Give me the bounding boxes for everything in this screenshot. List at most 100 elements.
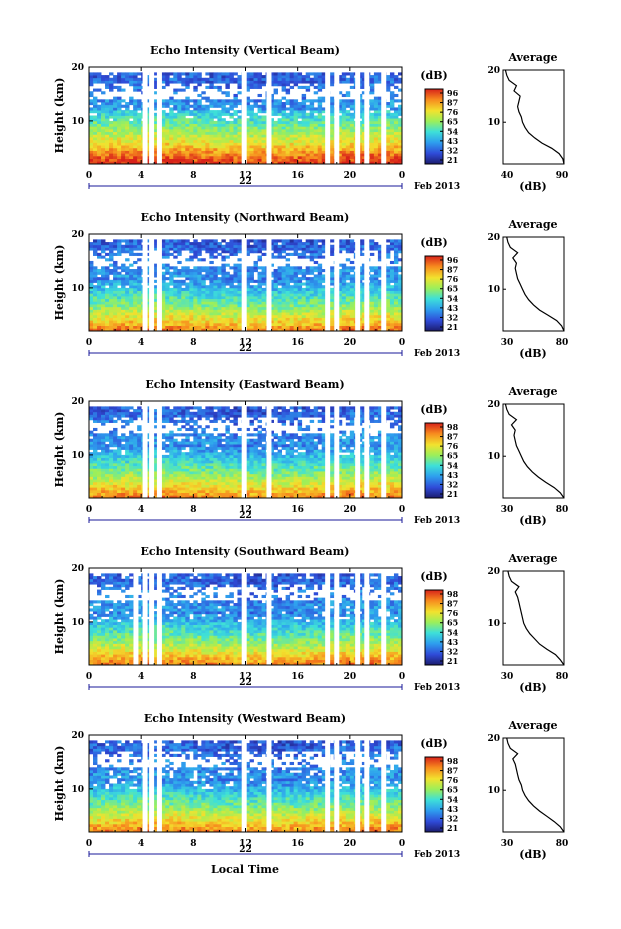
heatmap-cell	[341, 104, 347, 108]
heatmap-cell	[393, 93, 399, 98]
heatmap-cell	[253, 290, 258, 294]
heatmap-cell	[305, 153, 311, 157]
heatmap-cell	[337, 126, 343, 130]
heatmap-cell	[105, 287, 110, 291]
heatmap-cell	[301, 85, 307, 89]
heatmap-cell	[89, 110, 94, 114]
heatmap-cell	[221, 285, 226, 289]
heatmap-cell	[377, 287, 383, 291]
heatmap-cell	[185, 274, 190, 278]
heatmap-cell	[169, 102, 174, 106]
heatmap-cell	[301, 252, 307, 256]
heatmap-cell	[293, 301, 299, 305]
heatmap-cell	[153, 118, 158, 122]
heatmap-cell	[297, 110, 303, 114]
heatmap-cell	[317, 75, 323, 79]
heatmap-cell	[245, 85, 250, 89]
heatmap-cell	[397, 306, 403, 310]
heatmap-cell	[349, 279, 355, 283]
heatmap-cell	[237, 126, 242, 130]
heatmap-cell	[369, 298, 375, 302]
heatmap-cell	[125, 153, 130, 157]
heatmap-cell	[229, 317, 234, 321]
heatmap-cell	[89, 161, 94, 165]
heatmap-cell	[89, 260, 94, 265]
heatmap-cell	[397, 118, 403, 122]
heatmap-cell	[345, 306, 351, 310]
heatmap-cell	[105, 112, 110, 116]
heatmap-cell	[177, 287, 182, 291]
heatmap-cell	[213, 142, 218, 146]
heatmap-cell	[221, 118, 226, 122]
heatmap-cell	[89, 481, 94, 485]
heatmap-cell	[121, 158, 126, 162]
heatmap-cell	[125, 75, 130, 79]
heatmap-cell	[89, 287, 94, 291]
heatmap-cell	[101, 131, 106, 135]
heatmap-cell	[189, 99, 194, 103]
heatmap-cell	[369, 279, 375, 283]
heatmap-cell	[313, 155, 319, 160]
heatmap-cell	[253, 155, 258, 160]
heatmap-cell	[377, 282, 383, 286]
heatmap-cell	[205, 99, 210, 103]
heatmap-cell	[101, 314, 106, 318]
heatmap-cell	[129, 295, 134, 300]
heatmap-cell	[385, 128, 391, 133]
data-gap	[325, 67, 331, 164]
heatmap-cell	[321, 128, 327, 133]
heatmap-cell	[169, 239, 174, 243]
heatmap	[89, 67, 403, 165]
heatmap-cell	[385, 285, 391, 289]
heatmap-cell	[373, 287, 379, 291]
heatmap-cell	[345, 150, 351, 154]
heatmap-cell	[109, 414, 114, 418]
heatmap-cell	[185, 247, 190, 251]
heatmap-cell	[217, 287, 222, 291]
heatmap-cell	[277, 72, 283, 76]
heatmap-cell	[305, 269, 311, 273]
heatmap-cell	[377, 309, 383, 313]
x-tick-label: 0	[86, 171, 92, 181]
heatmap-cell	[389, 285, 395, 289]
heatmap-cell	[217, 134, 222, 138]
heatmap-cell	[349, 298, 355, 302]
heatmap-cell	[377, 320, 383, 324]
heatmap-cell	[389, 242, 395, 246]
heatmap-cell	[237, 263, 242, 267]
heatmap-cell	[101, 317, 106, 321]
heatmap-cell	[281, 110, 287, 114]
heatmap-cell	[229, 75, 234, 79]
heatmap-cell	[245, 104, 250, 108]
heatmap-cell	[137, 120, 142, 124]
heatmap-cell	[261, 77, 266, 81]
heatmap-cell	[301, 293, 307, 297]
heatmap-cell	[321, 277, 327, 281]
heatmap-cell	[329, 287, 335, 291]
heatmap-cell	[293, 150, 299, 154]
colorbar-label: (dB)	[420, 236, 447, 249]
heatmap-cell	[309, 104, 315, 108]
heatmap-cell	[217, 295, 222, 300]
heatmap-cell	[161, 158, 166, 162]
heatmap-cell	[309, 306, 315, 310]
heatmap-cell	[221, 263, 226, 267]
heatmap-cell	[93, 128, 98, 133]
heatmap-cell	[257, 328, 262, 332]
heatmap-cell	[349, 158, 355, 162]
heatmap-cell	[389, 145, 395, 149]
heatmap-cell	[153, 72, 158, 76]
heatmap-cell	[133, 301, 138, 305]
heatmap-cell	[125, 460, 130, 464]
heatmap-cell	[193, 244, 198, 248]
heatmap-cell	[281, 126, 287, 130]
heatmap-cell	[221, 266, 226, 270]
heatmap-cell	[165, 104, 170, 108]
heatmap-cell	[117, 161, 122, 165]
heatmap-cell	[105, 479, 110, 483]
heatmap-cell	[377, 279, 383, 283]
heatmap-cell	[181, 126, 186, 130]
heatmap-cell	[297, 120, 303, 124]
heatmap-cell	[137, 320, 142, 324]
heatmap-cell	[233, 96, 238, 100]
